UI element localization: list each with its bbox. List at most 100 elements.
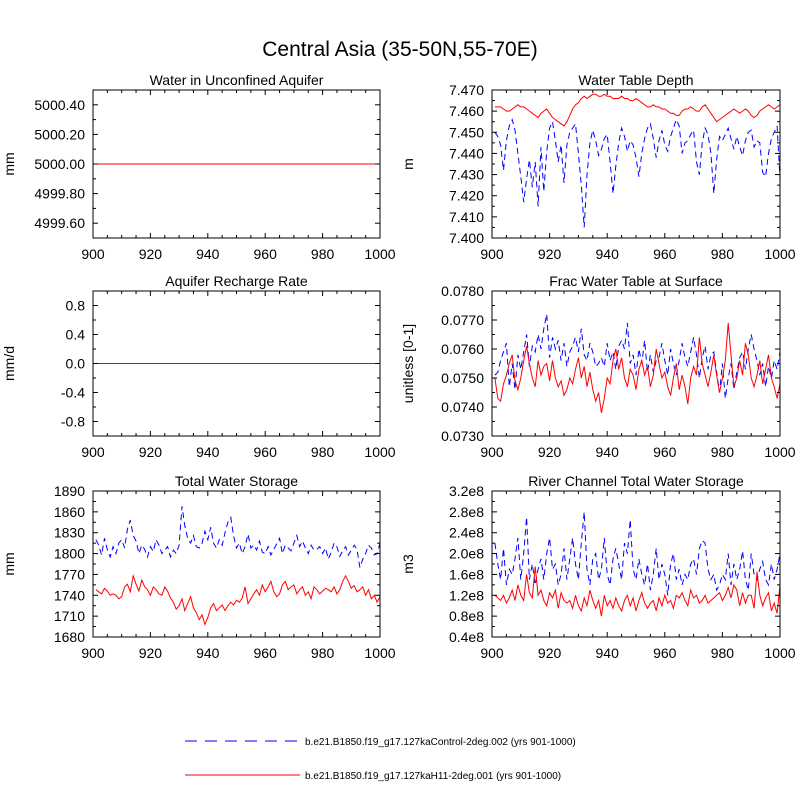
x-tick-label: 960 <box>254 444 278 460</box>
series-line-control <box>494 314 780 399</box>
x-tick-label: 920 <box>538 645 562 661</box>
x-tick-label: 900 <box>81 645 105 661</box>
x-tick-label: 900 <box>81 444 105 460</box>
x-tick-label: 980 <box>711 246 735 262</box>
x-tick-label: 980 <box>311 645 335 661</box>
y-tick-label: 7.420 <box>449 188 484 204</box>
y-tick-label: 7.410 <box>449 209 484 225</box>
y-tick-label: 2.4e8 <box>449 525 484 541</box>
chart-water-table-depth: Water Table Depth m 900 920 940 960 980 1000 7.4… <box>400 72 796 262</box>
y-axis-label: mm <box>1 552 17 575</box>
y-tick-label: 1800 <box>54 546 85 562</box>
y-tick-label: 0.8e8 <box>449 608 484 624</box>
x-tick-label: 1000 <box>764 645 795 661</box>
x-tick-label: 940 <box>596 444 620 460</box>
y-axis-label: mm/d <box>1 346 17 381</box>
x-tick-label: 900 <box>480 645 504 661</box>
y-tick-label: 0.0730 <box>441 428 484 444</box>
y-tick-label: 7.440 <box>449 145 484 161</box>
y-axis-label: m3 <box>400 554 416 574</box>
x-tick-label: 940 <box>196 645 220 661</box>
x-tick-label: 980 <box>311 246 335 262</box>
y-tick-label: 4999.60 <box>34 215 85 231</box>
y-tick-label: 5000.20 <box>34 126 85 142</box>
chart-title: River Channel Total Water Storage <box>528 473 744 489</box>
chart-aquifer-recharge-rate: Aquifer Recharge Rate mm/d 900 920 940 960 980… <box>1 273 396 460</box>
series-line-control <box>494 511 780 596</box>
chart-title: Aquifer Recharge Rate <box>165 273 308 289</box>
chart-river-channel-total-water-storage: River Channel Total Water Storage m3 900 92… <box>400 473 796 661</box>
x-tick-label: 980 <box>711 444 735 460</box>
plot-frame <box>491 290 781 437</box>
y-tick-label: 0.4e8 <box>449 629 484 645</box>
series-group <box>494 93 780 228</box>
x-tick-label: 960 <box>254 645 278 661</box>
y-tick-label: 1890 <box>54 483 85 499</box>
y-tick-label: 0.4 <box>66 327 86 343</box>
y-tick-label: 0.0 <box>66 356 86 372</box>
y-axis-label: m <box>400 158 416 170</box>
x-tick-label: 960 <box>254 246 278 262</box>
x-tick-label: 1000 <box>364 246 395 262</box>
y-tick-label: 0.0760 <box>441 341 484 357</box>
y-axis-label: mm <box>1 152 17 175</box>
y-tick-label: 3.2e8 <box>449 483 484 499</box>
y-tick-label: 1.2e8 <box>449 587 484 603</box>
y-tick-label: 0.8 <box>66 298 86 314</box>
y-tick-label: -0.4 <box>61 385 85 401</box>
x-tick-label: 980 <box>311 444 335 460</box>
y-tick-label: 0.0740 <box>441 399 484 415</box>
plot-frame <box>92 490 381 638</box>
x-tick-label: 940 <box>196 444 220 460</box>
y-tick-label: 1770 <box>54 566 85 582</box>
x-tick-label: 920 <box>139 645 163 661</box>
y-tick-label: 4999.80 <box>34 186 85 202</box>
legend-label-h11: b.e21.B1850.f19_g17.127kaH11-2deg.001 (y… <box>305 771 561 782</box>
y-tick-label: 1740 <box>54 587 85 603</box>
y-tick-label: 1860 <box>54 504 85 520</box>
x-tick-label: 980 <box>711 645 735 661</box>
y-tick-label: 0.0780 <box>441 283 484 299</box>
x-tick-label: 960 <box>653 444 677 460</box>
chart-title: Frac Water Table at Surface <box>549 273 723 289</box>
series-line-h11 <box>95 573 380 627</box>
x-tick-label: 1000 <box>764 246 795 262</box>
x-tick-label: 1000 <box>364 444 395 460</box>
y-tick-label: 2.8e8 <box>449 504 484 520</box>
y-tick-label: 7.460 <box>449 103 484 119</box>
series-line-h11 <box>494 93 780 127</box>
y-tick-label: 5000.40 <box>34 97 85 113</box>
chart-title: Total Water Storage <box>175 473 298 489</box>
y-tick-label: 1830 <box>54 525 85 541</box>
y-tick-label: 2.0e8 <box>449 546 484 562</box>
chart-water-in-unconfined-aquifer: Water in Unconfined Aquifer mm 900 920 940 96… <box>1 72 396 262</box>
plot-frame <box>491 490 781 638</box>
legend: b.e21.B1850.f19_g17.127kaControl-2deg.00… <box>185 737 576 782</box>
y-tick-label: 7.400 <box>449 230 484 246</box>
series-line-h11 <box>494 322 780 413</box>
chart-frac-water-table-at-surface: Frac Water Table at Surface unitless [0-1… <box>400 273 796 460</box>
y-tick-label: -0.8 <box>61 414 85 430</box>
x-tick-label: 960 <box>653 645 677 661</box>
chart-title: Water in Unconfined Aquifer <box>150 72 324 88</box>
x-tick-label: 920 <box>139 444 163 460</box>
x-tick-label: 1000 <box>764 444 795 460</box>
series-group <box>494 314 780 413</box>
panels: Water in Unconfined Aquifer mm 900 920 940 96… <box>1 72 796 661</box>
y-tick-label: 7.430 <box>449 167 484 183</box>
y-tick-label: 0.0770 <box>441 312 484 328</box>
x-tick-label: 900 <box>81 246 105 262</box>
series-group <box>95 506 380 627</box>
series-line-h11 <box>494 566 780 617</box>
y-tick-label: 1680 <box>54 629 85 645</box>
chart-total-water-storage: Total Water Storage mm 900 920 940 960 980 1000… <box>1 473 396 661</box>
x-tick-label: 940 <box>196 246 220 262</box>
x-tick-label: 940 <box>596 246 620 262</box>
x-tick-label: 900 <box>480 444 504 460</box>
y-tick-label: 7.470 <box>449 82 484 98</box>
chart-title: Water Table Depth <box>578 72 693 88</box>
y-tick-label: 1.6e8 <box>449 566 484 582</box>
series-line-control <box>95 506 380 568</box>
y-axis-label: unitless [0-1] <box>400 324 416 403</box>
